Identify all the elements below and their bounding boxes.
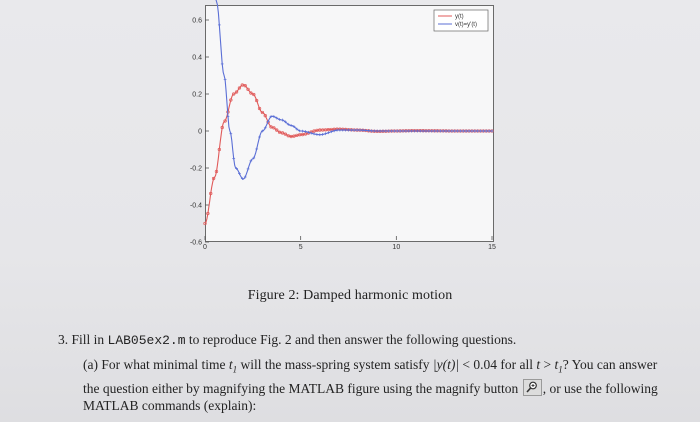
y-series-point (229, 98, 233, 102)
question-3a-label: (a) (83, 357, 98, 372)
y-series-line (204, 84, 492, 224)
figure-caption: Figure 2: Damped harmonic motion (247, 288, 453, 303)
y-series-point (260, 110, 265, 115)
y-series-point (300, 132, 305, 137)
y-series-point (223, 119, 227, 123)
damped-motion-chart: 0.60.40.20-0.2-0.4-0.60 5 10 15y(t)v(t)=y'(… (190, 0, 496, 251)
y-series-point (217, 147, 222, 152)
question-3a-text-3: < 0.04 for all (462, 357, 534, 372)
y-series-point (257, 106, 262, 111)
x-tick-label: 10 (392, 244, 400, 251)
y-series-point (211, 176, 216, 181)
question-3a: (a) For what minimal time t1 will the ma… (83, 356, 663, 414)
x-tick-label: 5 (299, 244, 303, 251)
y-series-point (249, 91, 253, 95)
y-series-point (255, 98, 259, 103)
y-series-point (272, 126, 276, 130)
x-tick-label: 15 (488, 244, 496, 251)
abs-y-expression: |y(t)| (432, 357, 460, 372)
y-series-point (209, 191, 213, 196)
y-tick-label: 0.6 (192, 18, 202, 25)
question-3-filename: LAB05ex2.m (107, 333, 186, 348)
y-series-point (263, 114, 267, 118)
y-tick-label: 0.2 (192, 92, 202, 99)
y-tick-label: -0.2 (190, 166, 202, 173)
y-series-point (234, 90, 239, 94)
y-tick-label: 0 (198, 129, 202, 136)
y-series-point (283, 132, 288, 136)
y-series-point (243, 84, 247, 88)
y-series-point (286, 134, 290, 138)
question-3a-text-1: For what minimal time (101, 357, 226, 372)
y-series-point (277, 130, 282, 134)
legend-entry: y(t) (455, 14, 464, 20)
y-series-point (295, 133, 299, 138)
condition-gt: > (543, 357, 552, 372)
y-series-point (312, 129, 316, 133)
y-series-point (292, 134, 296, 138)
y-series-point (275, 128, 279, 132)
question-3a-text-2: will the mass-spring system satisfy (240, 357, 430, 372)
y-tick-label: -0.6 (190, 240, 202, 247)
plot-axes-frame (205, 5, 494, 242)
y-series-point (240, 83, 244, 87)
t1-symbol: t1 (228, 357, 238, 375)
y-series-point (220, 125, 224, 130)
y-series-point (280, 131, 285, 135)
y-tick-label: -0.4 (190, 203, 202, 210)
y-series-point (237, 86, 242, 90)
question-3-post: to reproduce Fig. 2 and then answer the … (188, 332, 517, 347)
x-tick-label: 0 (203, 244, 207, 251)
question-3a-text-5: , or use the following MATLAB commands (… (83, 380, 658, 413)
y-series-point (246, 87, 250, 92)
y-series-point (203, 221, 207, 226)
magnify-button[interactable] (522, 378, 542, 396)
y-series-point (214, 169, 219, 174)
magnify-icon (526, 381, 537, 393)
y-series-point (269, 125, 273, 129)
question-3-pre: Fill in (71, 332, 105, 347)
y-tick-label: 0.4 (192, 55, 202, 62)
question-3a-text-4: ? You can answer the question either by … (83, 357, 658, 396)
legend-entry: v(t)=y'(t) (455, 22, 477, 28)
question-3-number: 3. (58, 332, 69, 347)
legend-box (433, 9, 489, 32)
y-series-point (206, 211, 210, 216)
question-3: 3. Fill in LAB05ex2.m to reproduce Fig. … (58, 331, 516, 349)
y-series-point (252, 92, 256, 97)
y-series-point (232, 92, 236, 96)
condition-t: t (536, 357, 541, 372)
condition-t1: t1 (554, 357, 563, 375)
